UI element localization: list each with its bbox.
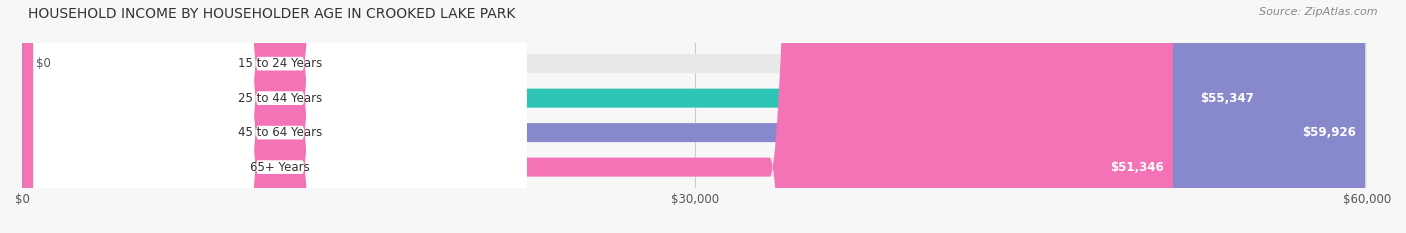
- Text: $55,347: $55,347: [1199, 92, 1254, 105]
- FancyBboxPatch shape: [34, 0, 527, 233]
- FancyBboxPatch shape: [22, 0, 1367, 233]
- FancyBboxPatch shape: [22, 0, 1367, 233]
- Text: $51,346: $51,346: [1111, 161, 1164, 174]
- FancyBboxPatch shape: [0, 0, 426, 233]
- Text: 65+ Years: 65+ Years: [250, 161, 309, 174]
- FancyBboxPatch shape: [22, 0, 1367, 233]
- FancyBboxPatch shape: [34, 0, 527, 233]
- FancyBboxPatch shape: [34, 0, 527, 233]
- Text: HOUSEHOLD INCOME BY HOUSEHOLDER AGE IN CROOKED LAKE PARK: HOUSEHOLD INCOME BY HOUSEHOLDER AGE IN C…: [28, 7, 516, 21]
- Text: $59,926: $59,926: [1302, 126, 1357, 139]
- FancyBboxPatch shape: [22, 0, 1263, 233]
- Text: 15 to 24 Years: 15 to 24 Years: [238, 57, 322, 70]
- FancyBboxPatch shape: [22, 0, 1367, 233]
- Text: $0: $0: [37, 57, 51, 70]
- Text: Source: ZipAtlas.com: Source: ZipAtlas.com: [1260, 7, 1378, 17]
- FancyBboxPatch shape: [34, 0, 527, 233]
- Text: 45 to 64 Years: 45 to 64 Years: [238, 126, 322, 139]
- Text: 25 to 44 Years: 25 to 44 Years: [238, 92, 322, 105]
- FancyBboxPatch shape: [22, 0, 1173, 233]
- FancyBboxPatch shape: [22, 0, 1365, 233]
